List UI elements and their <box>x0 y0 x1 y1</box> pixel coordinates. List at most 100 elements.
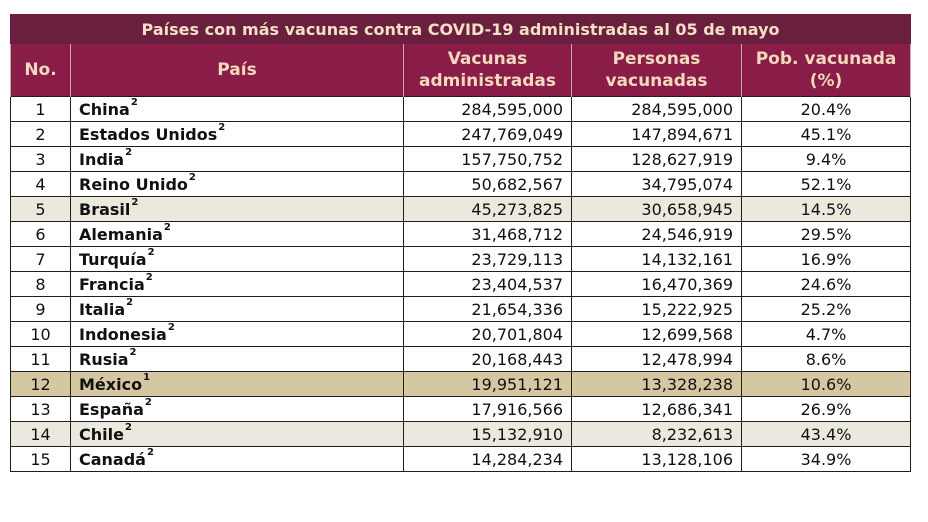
header-vacunas-line1: Vacunas <box>447 49 528 69</box>
cell-pob: 24.6% <box>740 271 912 297</box>
footnote-marker: 2 <box>163 221 171 233</box>
footnote-marker: 2 <box>144 396 152 408</box>
footnote-marker: 2 <box>146 446 154 458</box>
table-row: 2 Estados Unidos2 247,769,049 147,894,671 45… <box>10 121 912 147</box>
vaccination-table-container: Países con más vacunas contra COVID-19 a… <box>9 14 912 472</box>
table-row: 9 Italia2 21,654,336 15,222,925 25.2% <box>10 296 912 322</box>
cell-personas: 12,686,341 <box>571 396 742 422</box>
table-title: Países con más vacunas contra COVID-19 a… <box>9 14 912 44</box>
table-row: 7 Turquía2 23,729,113 14,132,161 16.9% <box>10 246 912 272</box>
cell-pais: Estados Unidos2 <box>70 121 404 147</box>
cell-pais: Alemania2 <box>70 221 404 247</box>
cell-pob: 9.4% <box>740 146 912 172</box>
cell-pais: Chile2 <box>70 421 404 447</box>
cell-personas: 13,328,238 <box>571 371 742 397</box>
footnote-marker: 2 <box>129 346 137 358</box>
cell-pais: México1 <box>70 371 404 397</box>
footnote-marker: 2 <box>126 296 134 308</box>
header-pob-line1: Pob. vacunada <box>755 49 897 69</box>
cell-pob: 52.1% <box>740 171 912 197</box>
cell-vacunas: 20,168,443 <box>403 346 572 372</box>
cell-pob: 43.4% <box>740 421 912 447</box>
table-row: 15 Canadá2 14,284,234 13,128,106 34.9% <box>10 446 912 472</box>
cell-pais: Francia2 <box>70 271 404 297</box>
cell-personas: 128,627,919 <box>571 146 742 172</box>
table-row: 12 México1 19,951,121 13,328,238 10.6% <box>10 371 912 397</box>
country-name: China <box>79 99 130 119</box>
table-row: 5 Brasil2 45,273,825 30,658,945 14.5% <box>10 196 912 222</box>
country-name: Turquía <box>79 249 147 269</box>
cell-pais: España2 <box>70 396 404 422</box>
cell-personas: 16,470,369 <box>571 271 742 297</box>
cell-personas: 12,478,994 <box>571 346 742 372</box>
cell-no: 4 <box>10 171 71 197</box>
cell-vacunas: 17,916,566 <box>403 396 572 422</box>
cell-personas: 14,132,161 <box>571 246 742 272</box>
cell-pob: 16.9% <box>740 246 912 272</box>
header-pob: Pob. vacunada (%) <box>740 43 912 97</box>
country-name: Rusia <box>79 349 129 369</box>
cell-pob: 14.5% <box>740 196 912 222</box>
footnote-marker: 2 <box>125 146 133 158</box>
cell-no: 13 <box>10 396 71 422</box>
cell-pais: India2 <box>70 146 404 172</box>
footnote-marker: 2 <box>167 321 175 333</box>
header-personas: Personas vacunadas <box>571 43 742 97</box>
footnote-marker: 1 <box>143 371 151 383</box>
header-no: No. <box>10 43 71 97</box>
cell-pob: 10.6% <box>740 371 912 397</box>
cell-pais: China2 <box>70 96 404 122</box>
table-row: 10 Indonesia2 20,701,804 12,699,568 4.7% <box>10 321 912 347</box>
country-name: Chile <box>79 424 124 444</box>
cell-pob: 26.9% <box>740 396 912 422</box>
footnote-marker: 2 <box>218 121 226 133</box>
cell-no: 11 <box>10 346 71 372</box>
country-name: Canadá <box>79 449 146 469</box>
cell-no: 10 <box>10 321 71 347</box>
cell-personas: 284,595,000 <box>571 96 742 122</box>
cell-vacunas: 15,132,910 <box>403 421 572 447</box>
header-pob-line2: (%) <box>809 71 843 91</box>
country-name: Reino Unido <box>79 174 188 194</box>
country-name: México <box>79 374 143 394</box>
cell-personas: 13,128,106 <box>571 446 742 472</box>
footnote-marker: 2 <box>130 96 138 108</box>
cell-vacunas: 20,701,804 <box>403 321 572 347</box>
cell-vacunas: 45,273,825 <box>403 196 572 222</box>
country-name: Estados Unidos <box>79 124 218 144</box>
country-name: España <box>79 399 144 419</box>
cell-pob: 20.4% <box>740 96 912 122</box>
country-name: India <box>79 149 125 169</box>
cell-pais: Turquía2 <box>70 246 404 272</box>
cell-personas: 30,658,945 <box>571 196 742 222</box>
cell-vacunas: 31,468,712 <box>403 221 572 247</box>
cell-no: 1 <box>10 96 71 122</box>
header-personas-line2: vacunadas <box>605 71 708 91</box>
cell-no: 5 <box>10 196 71 222</box>
cell-no: 8 <box>10 271 71 297</box>
cell-pob: 34.9% <box>740 446 912 472</box>
header-row: No. País Vacunas administradas Personas va… <box>10 43 912 97</box>
cell-pais: Canadá2 <box>70 446 404 472</box>
cell-pob: 25.2% <box>740 296 912 322</box>
cell-no: 12 <box>10 371 71 397</box>
cell-vacunas: 157,750,752 <box>403 146 572 172</box>
table-row: 4 Reino Unido2 50,682,567 34,795,074 52.1% <box>10 171 912 197</box>
cell-vacunas: 21,654,336 <box>403 296 572 322</box>
cell-personas: 15,222,925 <box>571 296 742 322</box>
cell-no: 6 <box>10 221 71 247</box>
cell-no: 2 <box>10 121 71 147</box>
cell-no: 9 <box>10 296 71 322</box>
cell-pais: Brasil2 <box>70 196 404 222</box>
table-row: 6 Alemania2 31,468,712 24,546,919 29.5% <box>10 221 912 247</box>
table-row: 14 Chile2 15,132,910 8,232,613 43.4% <box>10 421 912 447</box>
country-name: Brasil <box>79 199 131 219</box>
cell-no: 14 <box>10 421 71 447</box>
table-row: 13 España2 17,916,566 12,686,341 26.9% <box>10 396 912 422</box>
cell-personas: 34,795,074 <box>571 171 742 197</box>
cell-pais: Italia2 <box>70 296 404 322</box>
country-name: Italia <box>79 299 126 319</box>
cell-pais: Rusia2 <box>70 346 404 372</box>
cell-pob: 4.7% <box>740 321 912 347</box>
country-name: Indonesia <box>79 324 167 344</box>
